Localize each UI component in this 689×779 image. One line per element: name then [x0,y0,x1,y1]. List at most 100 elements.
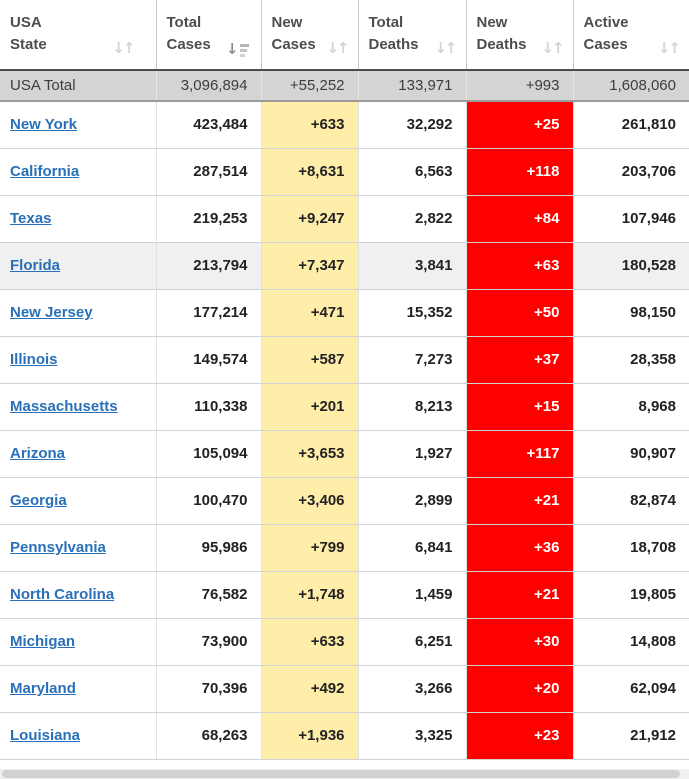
sort-both-icon: ↓↑ [326,39,349,57]
total-deaths-cell: 8,213 [357,383,466,431]
new-deaths-cell: +20 [465,665,573,713]
active-cases-cell: 82,874 [572,477,689,525]
table-row: Pennsylvania 95,986 +799 6,841 +36 18,70… [0,524,689,572]
total-deaths-cell: 2,822 [357,195,466,243]
total-deaths-cell: 3,325 [357,712,466,760]
new-cases-cell: +8,631 [260,148,358,196]
total-cases-cell: 287,514 [155,148,261,196]
table-row: Louisiana 68,263 +1,936 3,325 +23 21,912 [0,712,689,760]
active-cases-cell: 180,528 [572,242,689,290]
active-cases-cell: 28,358 [572,336,689,384]
state-link[interactable]: Illinois [10,351,58,368]
state-cell: California [0,148,156,196]
total-cases-cell: 213,794 [155,242,261,290]
new-deaths-cell: +37 [465,336,573,384]
state-link[interactable]: New York [10,116,77,134]
state-link[interactable]: Arizona [10,445,66,462]
new-cases-cell: +1,936 [260,712,358,760]
state-cell: Maryland [0,665,156,713]
active-cases-cell: 90,907 [572,430,689,478]
new-deaths-cell: +84 [465,195,573,243]
col-header-label: Cases [166,35,211,53]
col-header-new-cases[interactable]: New Cases ↓↑ [260,0,358,71]
total-deaths-cell: 6,251 [357,618,466,666]
total-deaths-cell: 3,266 [357,665,466,713]
col-header-total-deaths[interactable]: Total Deaths ↓↑ [357,0,466,71]
sort-desc-icon: ↓ [226,42,249,57]
new-deaths-cell: +15 [465,383,573,431]
total-deaths-cell: 3,841 [357,242,466,290]
new-deaths-cell: +30 [465,618,573,666]
active-cases-cell: 62,094 [572,665,689,713]
col-header-new-deaths[interactable]: New Deaths ↓↑ [465,0,573,71]
total-deaths-cell: 2,899 [357,477,466,525]
total-cases-cell: 3,096,894 [155,70,261,102]
state-link[interactable]: Michigan [10,633,76,650]
state-link[interactable]: Louisiana [10,727,81,744]
state-cell: Pennsylvania [0,524,156,572]
state-link[interactable]: Florida [10,257,61,274]
state-cell: Texas [0,195,156,243]
total-cases-cell: 95,986 [155,524,261,572]
sort-both-icon: ↓↑ [112,39,135,57]
state-cell: Michigan [0,618,156,666]
total-cases-cell: 73,900 [155,618,261,666]
state-cell: North Carolina [0,571,156,619]
col-header-label: Total [166,13,202,31]
total-cases-cell: 105,094 [155,430,261,478]
header-row: USA State ↓↑ Total Cases ↓ New [0,0,689,71]
active-cases-cell: 107,946 [572,195,689,243]
table-row: New Jersey 177,214 +471 15,352 +50 98,15… [0,289,689,337]
new-deaths-cell: +36 [465,524,573,572]
total-cases-cell: 423,484 [155,101,261,149]
sort-both-icon: ↓↑ [657,39,681,57]
col-header-total-cases[interactable]: Total Cases ↓ [155,0,261,71]
new-cases-cell: +3,653 [260,430,358,478]
total-deaths-cell: 7,273 [357,336,466,384]
sort-both-icon: ↓↑ [541,39,564,57]
table-row: Texas 219,253 +9,247 2,822 +84 107,946 [0,195,689,243]
state-link[interactable]: Massachusetts [10,398,118,415]
horizontal-scrollbar[interactable] [0,769,689,779]
state-link[interactable]: Pennsylvania [10,539,106,556]
state-link[interactable]: North Carolina [10,586,115,603]
active-cases-cell: 98,150 [572,289,689,337]
col-header-label: New [476,13,508,31]
new-deaths-cell: +118 [465,148,573,196]
total-deaths-cell: 6,563 [357,148,466,196]
total-cases-cell: 68,263 [155,712,261,760]
state-cell: Arizona [0,430,156,478]
state-link[interactable]: Texas [10,210,52,227]
table-row: Michigan 73,900 +633 6,251 +30 14,808 [0,618,689,666]
state-link[interactable]: California [10,163,80,180]
state-link[interactable]: New Jersey [10,304,93,321]
total-deaths-cell: 15,352 [357,289,466,337]
total-cases-cell: 149,574 [155,336,261,384]
scrollbar-thumb[interactable] [2,770,680,778]
active-cases-cell: 8,968 [572,383,689,431]
table-row: Georgia 100,470 +3,406 2,899 +21 82,874 [0,477,689,525]
new-cases-cell: +587 [260,336,358,384]
total-cases-cell: 177,214 [155,289,261,337]
new-deaths-cell: +25 [465,101,573,149]
total-cases-cell: 76,582 [155,571,261,619]
table-row: New York 423,484 +633 32,292 +25 261,810 [0,101,689,149]
new-deaths-cell: +21 [465,477,573,525]
state-cell: Louisiana [0,712,156,760]
table-row: California 287,514 +8,631 6,563 +118 203… [0,148,689,196]
new-cases-cell: +7,347 [260,242,358,290]
new-deaths-cell: +117 [465,430,573,478]
state-cell: Georgia [0,477,156,525]
table-row: North Carolina 76,582 +1,748 1,459 +21 1… [0,571,689,619]
col-header-label: Total [368,13,404,31]
state-link[interactable]: Georgia [10,492,67,509]
state-link[interactable]: Maryland [10,680,76,697]
new-cases-cell: +633 [260,618,358,666]
col-header-active-cases[interactable]: Active Cases ↓↑ [572,0,689,71]
new-cases-cell: +633 [260,101,358,149]
active-cases-cell: 18,708 [572,524,689,572]
col-header-usa-state[interactable]: USA State ↓↑ [0,0,156,71]
total-deaths-cell: 32,292 [357,101,466,149]
col-header-label: Cases [583,35,628,53]
